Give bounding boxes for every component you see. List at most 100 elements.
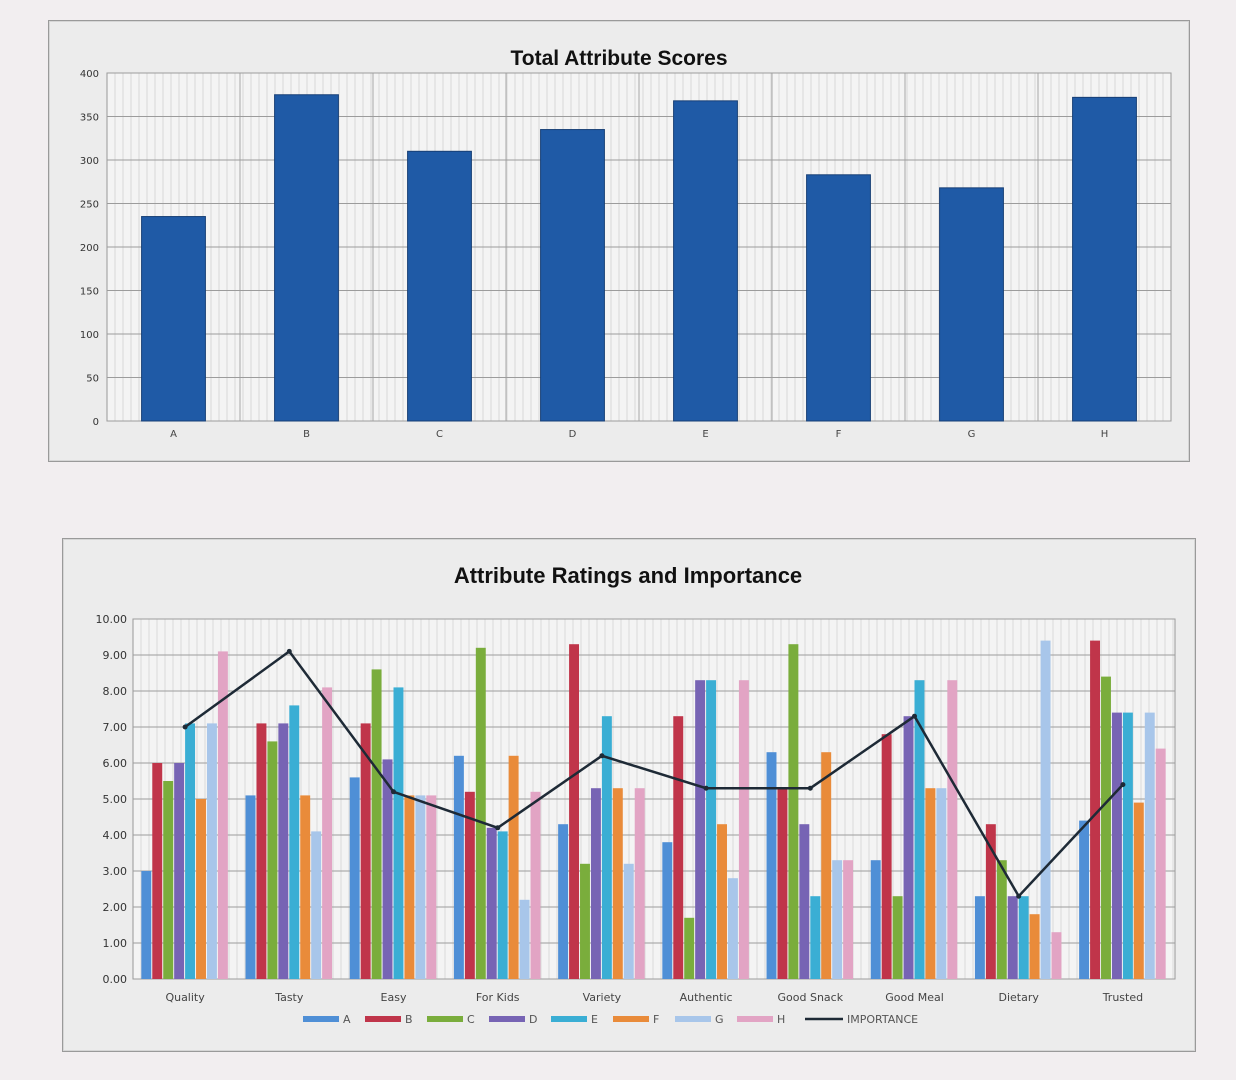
bar-for-kids-h — [530, 791, 541, 979]
importance-point — [807, 785, 813, 791]
x-tick-label: D — [569, 429, 577, 440]
total-scores-chart: 0 50 100 150 200 250 300 350 400 Total Attribute … — [80, 47, 1172, 440]
bar-authentic-e — [706, 680, 717, 979]
bar-dietary-c — [996, 860, 1007, 979]
bar-trusted-f — [1133, 802, 1144, 979]
bar-easy-c — [371, 669, 382, 979]
y-tick-label: 300 — [80, 156, 99, 167]
x-tick-label: E — [702, 429, 708, 440]
x-tick-label: For Kids — [476, 991, 520, 1004]
bar-tasty-f — [300, 795, 311, 979]
bar-tasty-h — [322, 687, 333, 979]
bar-dietary-h — [1051, 932, 1062, 979]
bar-tasty-b — [256, 723, 267, 979]
legend-label-d: D — [529, 1013, 537, 1026]
bar-trusted-c — [1101, 676, 1111, 979]
legend-label-a: A — [343, 1013, 351, 1026]
y-tick-label: 5.00 — [103, 793, 128, 806]
bar-good-meal-b — [881, 734, 892, 979]
y-tick-label: 100 — [80, 330, 99, 341]
legend-swatch-d — [489, 1016, 525, 1022]
bar-trusted-b — [1090, 640, 1101, 979]
bar-good-snack-e — [810, 896, 821, 979]
y-tick-label: 200 — [80, 243, 99, 254]
bar-easy-g — [415, 795, 426, 979]
bar-for-kids-c — [475, 647, 486, 979]
bar-for-kids-g — [519, 899, 530, 979]
bar-good-meal-a — [870, 860, 881, 979]
bar-good-snack-c — [788, 644, 799, 979]
bar-d — [540, 129, 605, 422]
bar-dietary-f — [1029, 914, 1040, 979]
legend-swatch-h — [737, 1016, 773, 1022]
legend-label-g: G — [715, 1013, 724, 1026]
bar-variety-f — [612, 788, 623, 979]
legend-label-b: B — [405, 1013, 413, 1026]
bar-c — [407, 150, 472, 422]
bar-authentic-c — [684, 917, 695, 979]
bar-easy-e — [393, 687, 404, 979]
x-tick-label: Quality — [165, 991, 205, 1004]
x-tick-label: Good Meal — [885, 991, 944, 1004]
bar-good-meal-g — [936, 788, 947, 979]
x-tick-label: G — [968, 429, 976, 440]
y-tick-label: 50 — [86, 374, 99, 385]
bar-g — [939, 187, 1004, 422]
bar-dietary-a — [974, 896, 985, 979]
legend-swatch-e — [551, 1016, 587, 1022]
bar-tasty-a — [245, 795, 256, 979]
y-tick-label: 4.00 — [103, 829, 128, 842]
bar-good-snack-g — [832, 860, 843, 979]
legend-label-importance: IMPORTANCE — [847, 1013, 918, 1026]
bar-variety-a — [558, 824, 569, 979]
importance-point — [495, 825, 501, 831]
bar-quality-h — [217, 651, 228, 979]
y-tick-label: 2.00 — [103, 901, 128, 914]
legend-swatch-g — [675, 1016, 711, 1022]
bar-authentic-b — [673, 716, 684, 979]
x-tick-label: Trusted — [1102, 991, 1143, 1004]
y-tick-label: 150 — [80, 287, 99, 298]
bar-variety-b — [569, 644, 580, 979]
y-tick-label: 7.00 — [103, 721, 128, 734]
bar-tasty-c — [267, 741, 278, 979]
y-tick-label: 1.00 — [103, 937, 128, 950]
bar-trusted-h — [1155, 748, 1166, 979]
chart-title: Total Attribute Scores — [510, 47, 727, 70]
bar-easy-f — [404, 795, 415, 979]
x-tick-label: Tasty — [274, 991, 304, 1004]
bar-easy-h — [426, 795, 437, 979]
legend-label-h: H — [777, 1013, 785, 1026]
bar-quality-d — [174, 763, 185, 979]
bar-for-kids-f — [508, 755, 519, 979]
bar-e — [673, 100, 738, 422]
bar-dietary-b — [985, 824, 996, 979]
y-tick-label: 0 — [93, 417, 99, 428]
x-tick-label: Good Snack — [778, 991, 844, 1004]
bar-quality-a — [141, 871, 152, 979]
bar-trusted-a — [1079, 820, 1090, 979]
y-tick-label: 10.00 — [96, 613, 128, 626]
bar-dietary-g — [1040, 640, 1051, 979]
y-tick-label: 8.00 — [103, 685, 128, 698]
importance-point — [1016, 893, 1022, 899]
bar-trusted-g — [1144, 712, 1155, 979]
ratings-importance-chart-panel: 0.00 1.00 2.00 3.00 4.00 5.00 6.00 7.00 8.00 9.00… — [62, 538, 1196, 1052]
bar-authentic-h — [738, 680, 749, 979]
x-tick-label: Authentic — [680, 991, 733, 1004]
bar-good-snack-d — [799, 824, 810, 979]
bar-easy-d — [382, 759, 393, 979]
bar-for-kids-b — [464, 791, 475, 979]
bar-h — [1072, 96, 1137, 422]
bar-easy-a — [349, 777, 360, 979]
y-tick-label: 3.00 — [103, 865, 128, 878]
bar-good-meal-d — [903, 716, 914, 979]
x-tick-label: C — [436, 429, 443, 440]
legend-swatch-f — [613, 1016, 649, 1022]
bar-quality-c — [163, 781, 174, 979]
legend-swatch-c — [427, 1016, 463, 1022]
x-tick-label: Variety — [583, 991, 622, 1004]
y-tick-label: 9.00 — [103, 649, 128, 662]
legend-swatch-b — [365, 1016, 401, 1022]
bar-quality-e — [185, 723, 196, 979]
